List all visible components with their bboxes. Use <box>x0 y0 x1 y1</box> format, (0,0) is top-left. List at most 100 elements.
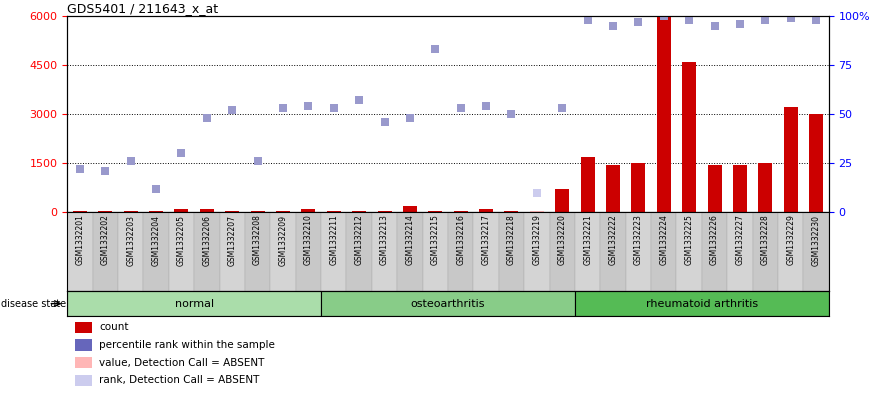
Text: rank, Detection Call = ABSENT: rank, Detection Call = ABSENT <box>99 375 260 385</box>
Bar <box>75 375 91 386</box>
Point <box>606 22 620 29</box>
Bar <box>499 212 524 291</box>
Bar <box>347 212 372 291</box>
Point <box>504 111 519 117</box>
Bar <box>251 211 264 212</box>
Point <box>200 115 214 121</box>
Bar <box>784 107 797 212</box>
Bar <box>632 163 645 212</box>
Point <box>581 17 595 23</box>
Bar <box>651 212 676 291</box>
Bar <box>428 211 443 212</box>
Bar <box>676 212 702 291</box>
Point <box>428 46 443 52</box>
Bar <box>524 212 549 291</box>
Bar <box>403 206 417 212</box>
Text: GSM1332201: GSM1332201 <box>75 215 84 265</box>
Bar <box>220 212 245 291</box>
Text: GSM1332202: GSM1332202 <box>100 215 110 265</box>
Point <box>124 158 138 164</box>
Point <box>225 107 239 113</box>
Text: GSM1332222: GSM1332222 <box>608 215 617 265</box>
Bar <box>778 212 804 291</box>
Text: GSM1332220: GSM1332220 <box>557 215 567 265</box>
Point <box>708 22 722 29</box>
Bar <box>168 212 194 291</box>
Bar <box>682 62 696 212</box>
Text: GSM1332215: GSM1332215 <box>431 215 440 265</box>
Bar <box>453 211 468 212</box>
Point <box>174 150 189 156</box>
Text: GSM1332217: GSM1332217 <box>481 215 491 265</box>
Bar <box>575 212 600 291</box>
Text: GSM1332206: GSM1332206 <box>202 215 211 266</box>
Bar <box>581 156 595 212</box>
Bar <box>352 211 366 212</box>
Bar <box>99 211 112 212</box>
Point <box>251 158 265 164</box>
Point <box>733 20 747 27</box>
Bar <box>657 16 671 212</box>
Text: percentile rank within the sample: percentile rank within the sample <box>99 340 275 350</box>
Point <box>682 17 696 23</box>
Bar <box>149 211 163 212</box>
Text: GSM1332226: GSM1332226 <box>710 215 719 265</box>
Text: GSM1332221: GSM1332221 <box>583 215 592 265</box>
Bar <box>200 209 214 212</box>
Text: GSM1332212: GSM1332212 <box>355 215 364 265</box>
Bar <box>327 211 340 212</box>
Bar <box>73 211 87 212</box>
Bar <box>321 291 575 316</box>
Point <box>327 105 341 111</box>
Bar <box>702 212 728 291</box>
Text: GSM1332229: GSM1332229 <box>786 215 796 265</box>
Text: GSM1332208: GSM1332208 <box>253 215 263 265</box>
Bar <box>75 321 91 333</box>
Text: GSM1332228: GSM1332228 <box>761 215 770 265</box>
Text: normal: normal <box>175 299 213 309</box>
Bar <box>143 212 168 291</box>
Bar <box>301 209 315 212</box>
Bar <box>276 211 290 212</box>
Point <box>99 168 113 174</box>
Bar <box>530 211 544 212</box>
Bar <box>75 357 91 368</box>
Bar <box>423 212 448 291</box>
Text: GSM1332219: GSM1332219 <box>532 215 541 265</box>
Text: GSM1332224: GSM1332224 <box>659 215 668 265</box>
Point <box>149 185 163 192</box>
Point <box>783 15 798 21</box>
Point <box>657 13 671 19</box>
Bar <box>67 212 92 291</box>
Bar <box>296 212 321 291</box>
Point <box>73 166 87 172</box>
Text: GSM1332209: GSM1332209 <box>279 215 288 266</box>
Text: rheumatoid arthritis: rheumatoid arthritis <box>646 299 758 309</box>
Bar <box>479 209 493 212</box>
Text: value, Detection Call = ABSENT: value, Detection Call = ABSENT <box>99 358 264 367</box>
Bar <box>194 212 220 291</box>
Bar <box>118 212 143 291</box>
Point <box>301 103 315 109</box>
Bar <box>575 291 829 316</box>
Bar <box>809 114 823 212</box>
Bar <box>600 212 625 291</box>
Bar <box>708 165 721 212</box>
Bar <box>372 212 397 291</box>
Point <box>478 103 493 109</box>
Bar <box>804 212 829 291</box>
Point <box>352 97 366 103</box>
Bar <box>556 189 569 212</box>
Text: GSM1332210: GSM1332210 <box>304 215 313 265</box>
Text: GSM1332205: GSM1332205 <box>177 215 186 266</box>
Text: GSM1332227: GSM1332227 <box>736 215 745 265</box>
Text: GSM1332214: GSM1332214 <box>405 215 415 265</box>
Bar <box>271 212 296 291</box>
Bar <box>377 211 392 212</box>
Bar <box>175 209 188 212</box>
Text: GSM1332211: GSM1332211 <box>329 215 339 265</box>
Bar <box>504 211 519 212</box>
Text: GSM1332216: GSM1332216 <box>456 215 465 265</box>
Point <box>556 105 570 111</box>
Point <box>453 105 468 111</box>
